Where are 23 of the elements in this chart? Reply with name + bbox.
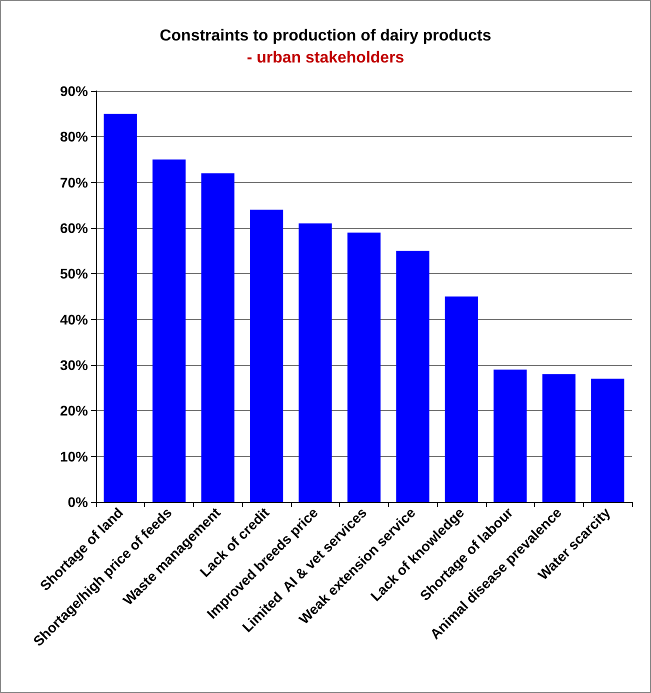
bar (542, 374, 576, 502)
bar (201, 173, 234, 502)
bar (104, 114, 137, 502)
y-tick-label: 50% (60, 266, 89, 282)
bar (591, 378, 624, 502)
bar (250, 210, 284, 502)
chart-title: Constraints to production of dairy products (160, 28, 492, 44)
y-tick-label: 90% (60, 83, 89, 99)
y-tick-label: 30% (60, 357, 89, 373)
y-tick-label: 70% (60, 174, 89, 190)
y-tick-label: 20% (60, 402, 89, 419)
chart-subtitle: - urban stakeholders (246, 50, 404, 66)
bar (347, 232, 381, 502)
bar (494, 370, 527, 502)
bar (444, 296, 478, 502)
bar (152, 160, 186, 502)
y-tick-label: 10% (60, 448, 89, 464)
y-tick-label: 40% (60, 311, 89, 328)
y-tick-label: 60% (60, 220, 89, 236)
bar (298, 223, 332, 502)
bar (396, 250, 430, 502)
y-tick-label: 0% (68, 494, 89, 510)
y-tick-label: 80% (60, 128, 89, 145)
